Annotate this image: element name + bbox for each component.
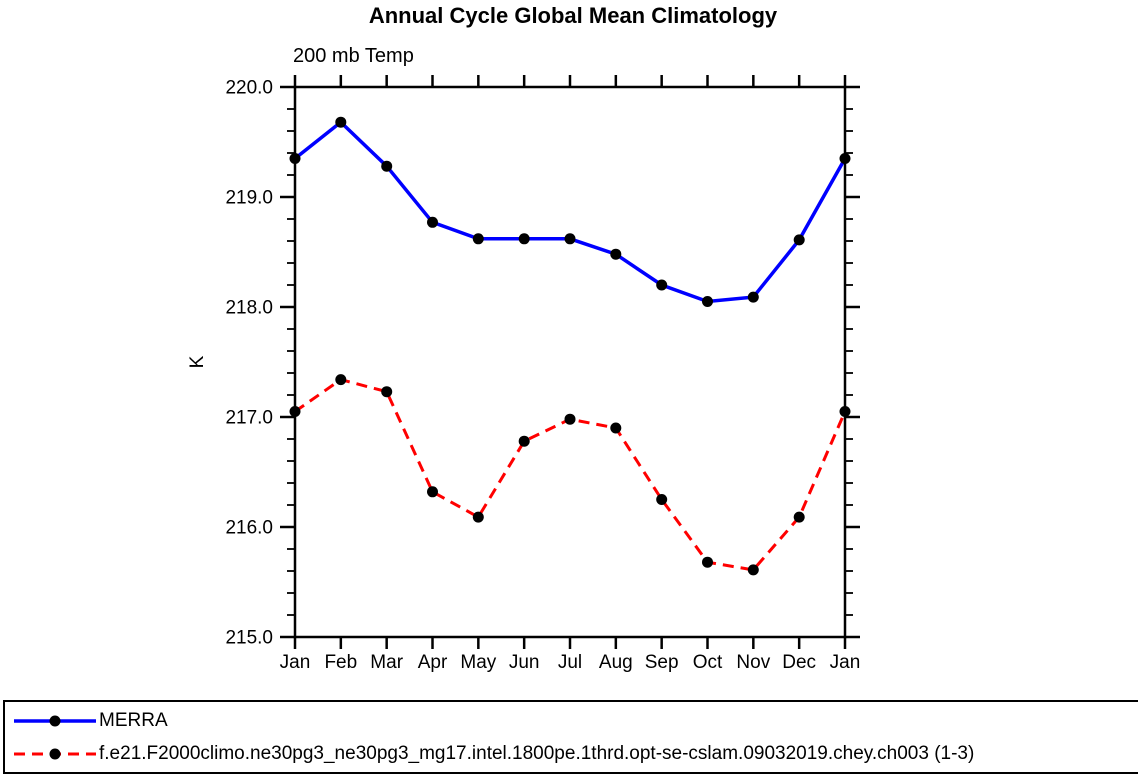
x-tick-label: Nov xyxy=(736,652,770,673)
data-point-marker xyxy=(427,216,438,228)
x-tick-label: Feb xyxy=(324,652,357,673)
data-point-marker xyxy=(839,153,851,164)
y-tick-label: 217.0 xyxy=(225,408,273,429)
data-point-marker xyxy=(793,234,805,246)
data-point-marker xyxy=(747,564,759,576)
data-point-marker xyxy=(335,116,347,128)
legend-label: f.e21.F2000climo.ne30pg3_ne30pg3_mg17.in… xyxy=(99,742,975,764)
x-tick-label: Mar xyxy=(370,652,403,673)
data-point-marker xyxy=(610,248,622,260)
y-tick-label: 218.0 xyxy=(225,298,273,319)
data-point-marker xyxy=(793,511,805,523)
plot-subtitle: 200 mb Temp xyxy=(293,45,414,67)
data-point-marker xyxy=(564,413,576,425)
y-tick-label: 216.0 xyxy=(225,518,273,539)
data-point-marker xyxy=(335,374,347,386)
x-tick-label: Jan xyxy=(280,652,311,673)
data-point-marker xyxy=(381,386,393,398)
x-tick-label: Jan xyxy=(830,652,861,673)
y-tick-label: 220.0 xyxy=(225,78,273,99)
x-tick-label: Aug xyxy=(599,652,633,673)
data-point-marker xyxy=(381,160,393,172)
legend-box: MERRA f.e21.F2000climo.ne30pg3_ne30pg3_m… xyxy=(3,700,1138,774)
series-line-0 xyxy=(293,119,847,304)
x-tick-label: Jul xyxy=(558,652,582,673)
legend-marker-icon xyxy=(49,748,61,759)
x-tick-label: Dec xyxy=(782,652,816,673)
legend-line-sample-solid xyxy=(14,715,96,726)
data-point-marker xyxy=(518,233,530,245)
data-point-marker xyxy=(610,422,622,434)
data-point-marker xyxy=(472,233,484,245)
plot-area: 215.0 216.0 217.0 218.0 219.0 220.0 Jan Feb Mar A… xyxy=(187,75,861,673)
x-tick-label: Oct xyxy=(693,652,723,673)
legend-marker-icon xyxy=(49,715,61,726)
legend-label: MERRA xyxy=(99,709,168,731)
x-tick-label: Sep xyxy=(645,652,679,673)
data-point-marker xyxy=(564,233,576,245)
data-point-marker xyxy=(472,511,484,523)
legend-line-sample-dashed xyxy=(14,748,96,759)
data-point-marker xyxy=(747,291,759,303)
legend-item-merra: MERRA xyxy=(11,704,1138,737)
data-point-marker xyxy=(289,406,301,417)
y-tick-label: 215.0 xyxy=(225,628,273,649)
data-point-marker xyxy=(702,296,713,307)
legend-item-model-run: f.e21.F2000climo.ne30pg3_ne30pg3_mg17.in… xyxy=(11,737,1138,770)
y-axis-title: K xyxy=(187,355,208,368)
series-line-1 xyxy=(294,377,847,572)
data-point-marker xyxy=(656,494,668,505)
x-tick-label: Jun xyxy=(509,652,540,673)
data-point-marker xyxy=(427,486,438,498)
data-point-marker xyxy=(839,406,851,417)
chart-title: Annual Cycle Global Mean Climatology xyxy=(368,3,778,28)
data-point-marker xyxy=(289,153,301,164)
data-point-marker xyxy=(518,435,530,447)
plot-frame xyxy=(293,85,847,639)
x-tick-label: Apr xyxy=(418,652,448,673)
data-point-marker xyxy=(656,279,668,291)
x-tick-label: May xyxy=(460,652,496,673)
data-point-marker xyxy=(702,556,713,568)
y-tick-label: 219.0 xyxy=(225,188,273,209)
